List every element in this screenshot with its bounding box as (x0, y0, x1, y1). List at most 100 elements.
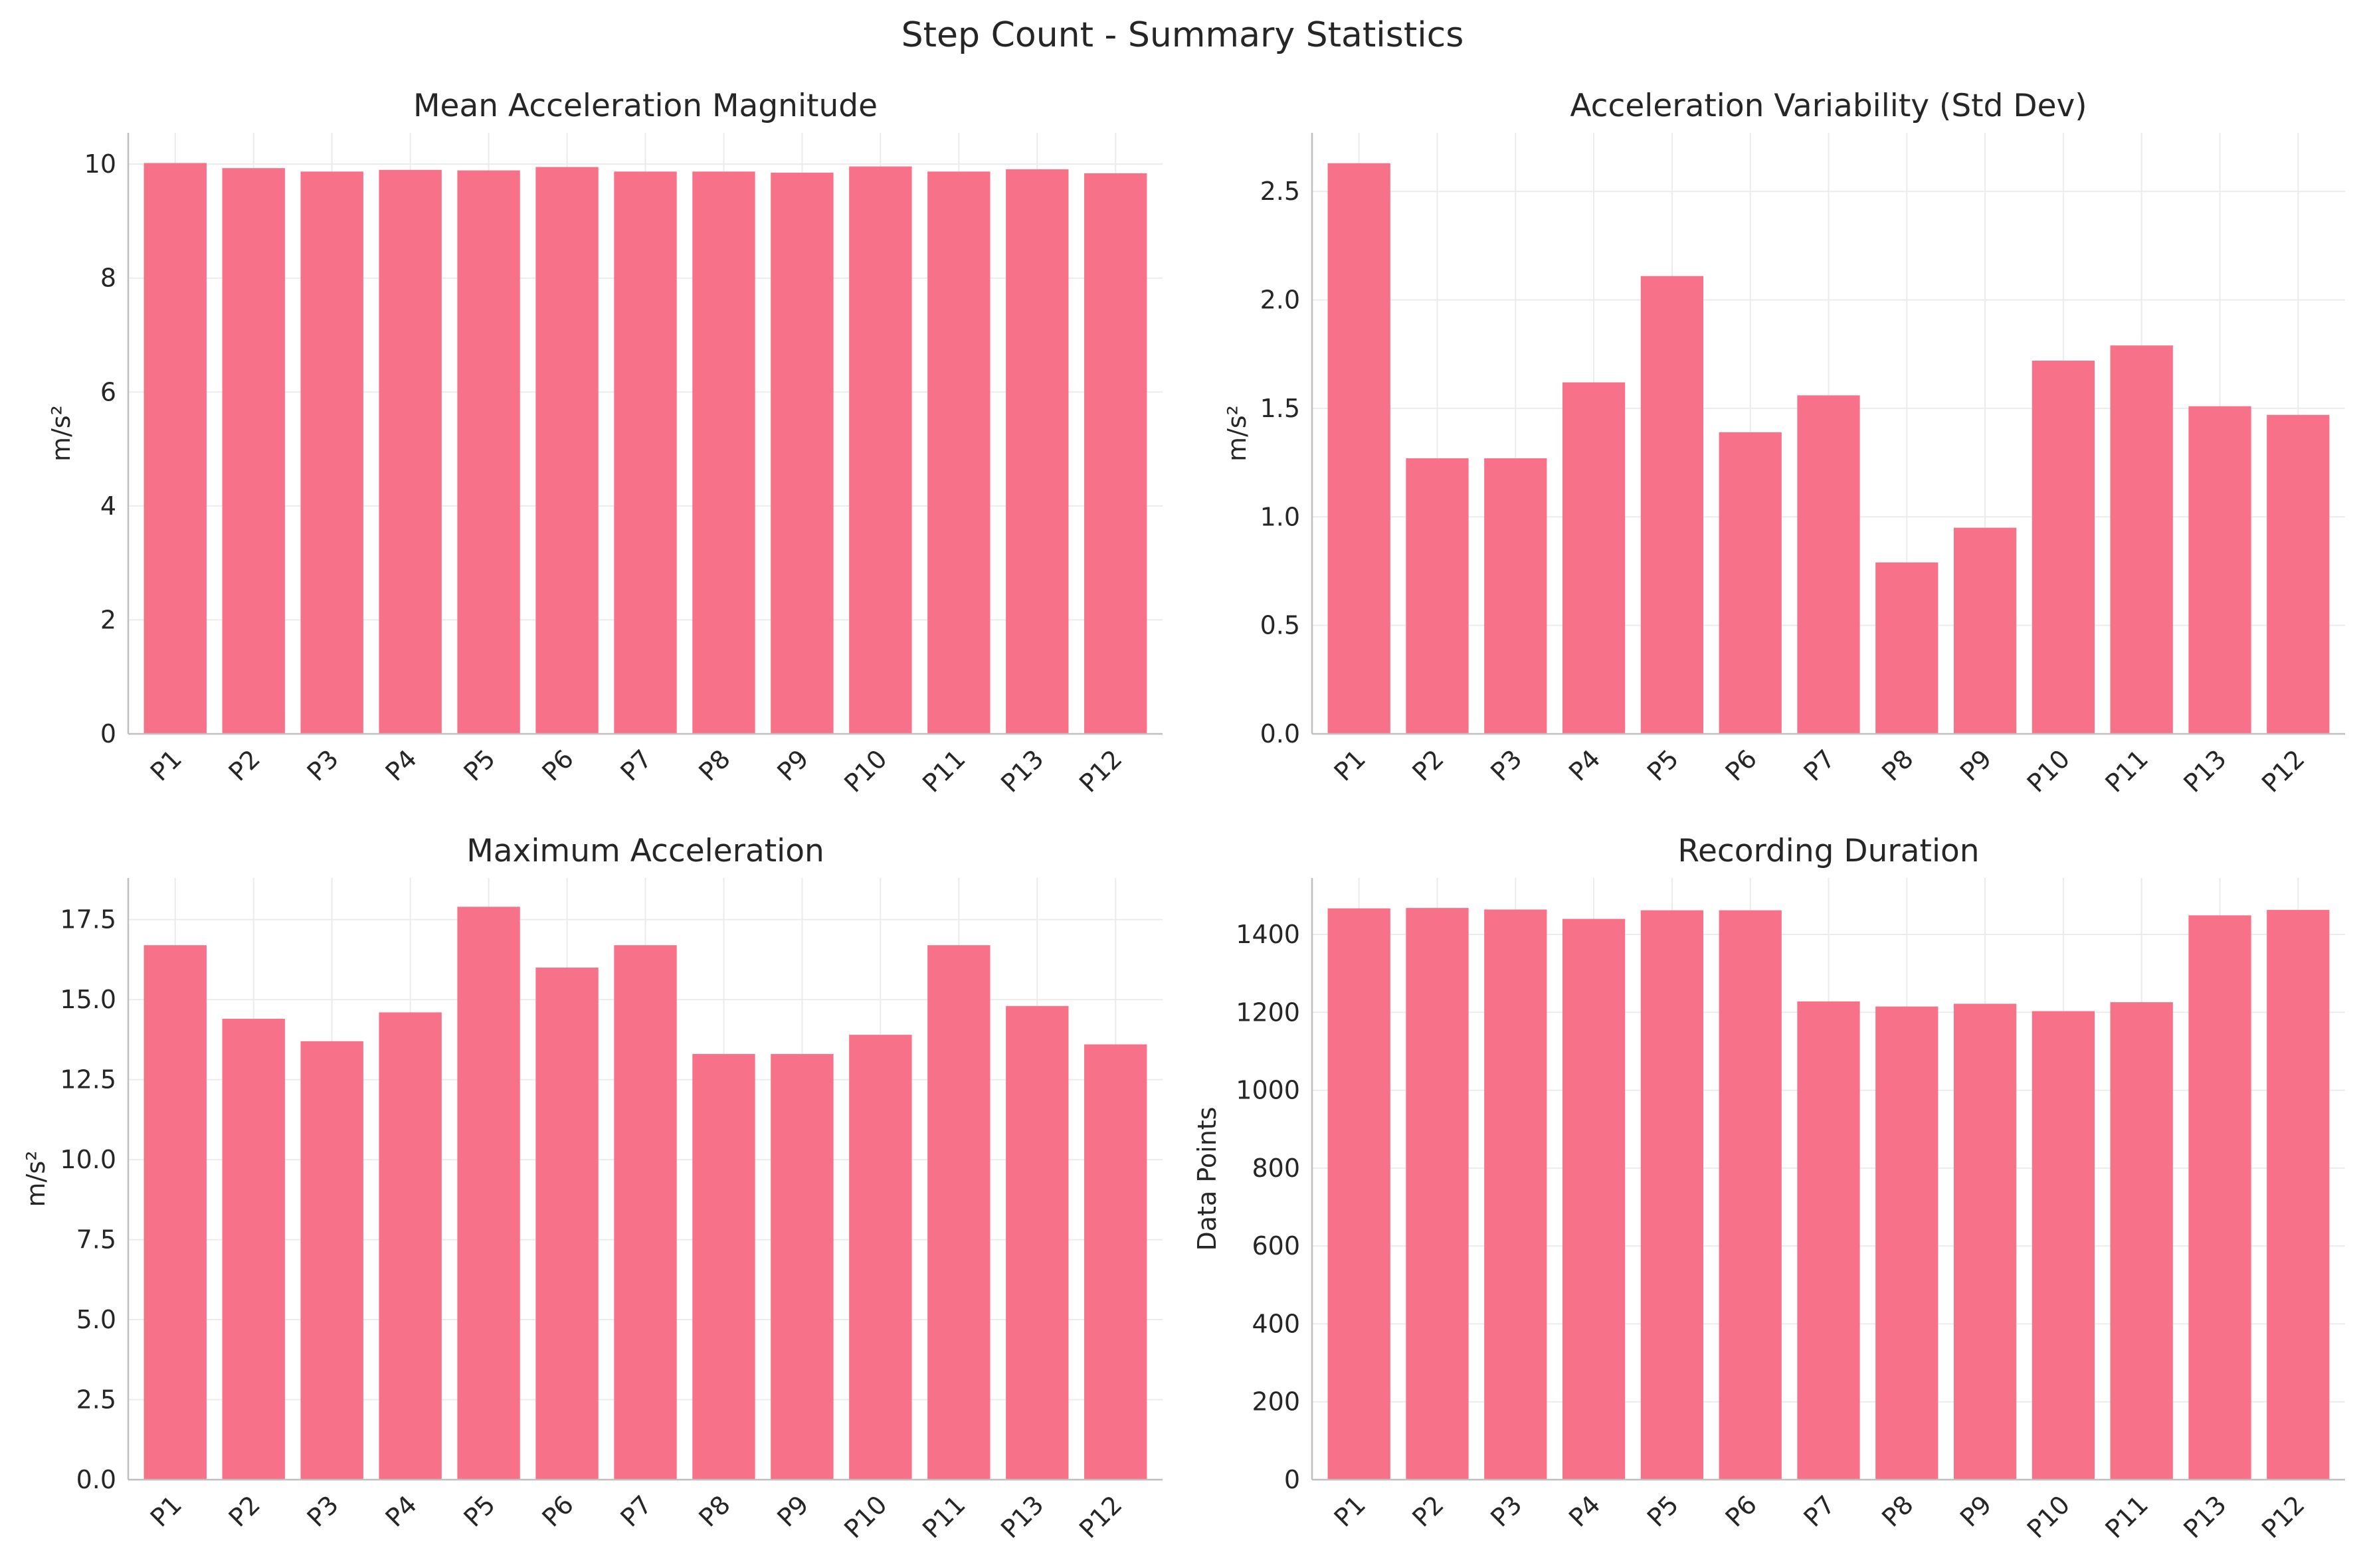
bar-p3 (1484, 909, 1547, 1480)
x-tick-label: P11 (2100, 744, 2154, 798)
y-tick-label: 17.5 (60, 905, 116, 934)
panel-recording-duration: 0 200 400 600 800 1000 1200 1400 P1 P2 P3 P4 P5 P6 P7 P… (1192, 833, 2345, 1544)
bar-p9 (771, 173, 834, 735)
bar-p8 (1875, 1006, 1939, 1480)
bar-p8 (1875, 562, 1939, 734)
x-tick-label: P4 (1563, 1490, 1606, 1532)
figure-title: Step Count - Summary Statistics (901, 15, 1464, 55)
x-tick-label: P13 (995, 744, 1050, 798)
y-tick-label: 0.5 (1260, 611, 1300, 640)
y-axis-label: Data Points (1192, 1107, 1222, 1251)
x-tick-label: P8 (1876, 744, 1919, 786)
bar-p2 (1406, 458, 1469, 734)
bar-p12 (1084, 1044, 1147, 1480)
y-tick-label: 2.5 (1260, 177, 1300, 206)
x-tick-label: P12 (2256, 744, 2311, 798)
y-tick-label: 2.5 (76, 1385, 116, 1415)
x-tick-label: P8 (693, 1490, 735, 1532)
bar-p4 (1562, 918, 1626, 1480)
bar-p8 (692, 1054, 755, 1480)
x-tick-label: P1 (1329, 1490, 1371, 1532)
y-axis-label: m/s² (21, 1151, 50, 1207)
bar-p2 (222, 1019, 285, 1480)
x-tick-label: P1 (1329, 744, 1371, 786)
x-tick-label: P5 (1642, 1490, 1684, 1532)
bar-p7 (614, 171, 677, 734)
bar-p7 (1797, 1001, 1860, 1480)
y-tick-label: 15.0 (60, 985, 116, 1014)
panel-maximum-acceleration: 0.0 2.5 5.0 7.5 10.0 12.5 15.0 17.5 P1 P2 P3 P4 P5 P6… (21, 833, 1163, 1544)
panel-title: Recording Duration (1677, 833, 1979, 869)
bar-p9 (1953, 527, 2017, 734)
bar-p4 (1562, 382, 1626, 734)
y-tick-label: 7.5 (76, 1225, 116, 1255)
bar-p3 (300, 1041, 363, 1480)
bar-p2 (1406, 908, 1469, 1480)
bar-p12 (2267, 910, 2330, 1480)
x-tick-label: P10 (2022, 1490, 2076, 1544)
bar-p3 (300, 171, 363, 734)
bar-p9 (771, 1054, 834, 1480)
bar-p4 (379, 1012, 442, 1480)
x-tick-label: P12 (2256, 1490, 2311, 1544)
x-tick-label: P3 (302, 1490, 344, 1532)
y-tick-label: 1.5 (1260, 394, 1300, 423)
bar-p10 (849, 1035, 912, 1480)
bar-p12 (1084, 173, 1147, 734)
bar-p10 (2032, 1011, 2095, 1480)
y-tick-label: 1200 (1236, 998, 1300, 1027)
y-tick-label: 0 (1284, 1465, 1300, 1494)
x-tick-label: P3 (302, 744, 344, 786)
x-tick-label: P1 (145, 1490, 187, 1532)
x-tick-label: P8 (693, 744, 735, 786)
bar-p1 (1327, 908, 1390, 1480)
y-tick-label: 1000 (1236, 1076, 1300, 1105)
x-tick-label: P7 (1798, 744, 1840, 786)
y-tick-label: 400 (1252, 1309, 1300, 1338)
y-axis-label: m/s² (1222, 405, 1252, 462)
bar-p11 (927, 945, 991, 1480)
x-tick-label: P11 (917, 744, 971, 798)
bar-p1 (143, 945, 207, 1480)
bar-p5 (457, 170, 520, 735)
x-tick-label: P12 (1074, 1490, 1128, 1544)
x-tick-label: P5 (458, 1490, 501, 1532)
y-tick-label: 2.0 (1260, 286, 1300, 315)
bar-p7 (1797, 395, 1860, 734)
x-tick-label: P6 (536, 1490, 579, 1532)
bar-p13 (2188, 406, 2251, 734)
bar-p10 (849, 166, 912, 734)
y-tick-label: 800 (1252, 1154, 1300, 1183)
panel-title: Maximum Acceleration (466, 833, 824, 869)
y-tick-label: 200 (1252, 1387, 1300, 1417)
panel-mean-acceleration: 0 2 4 6 8 10 P1 P2 P3 P4 P5 P6 P7 P8 P9 P10 P11 P13 P12 Mea… (47, 88, 1163, 798)
x-tick-label: P7 (1798, 1490, 1840, 1532)
y-tick-label: 2 (100, 605, 116, 634)
panel-title: Acceleration Variability (Std Dev) (1570, 88, 2087, 124)
bar-p8 (692, 171, 755, 734)
x-tick-label: P11 (917, 1490, 971, 1544)
bar-p13 (2188, 915, 2251, 1480)
bar-p3 (1484, 458, 1547, 734)
x-tick-label: P12 (1074, 744, 1128, 798)
y-tick-label: 0.0 (76, 1465, 116, 1494)
x-tick-label: P13 (2178, 1490, 2232, 1544)
y-tick-label: 4 (100, 491, 116, 521)
x-tick-label: P1 (145, 744, 187, 786)
y-tick-label: 10.0 (60, 1145, 116, 1174)
bar-p9 (1953, 1003, 2017, 1480)
x-tick-label: P11 (2100, 1490, 2154, 1544)
x-tick-label: P5 (458, 744, 501, 786)
y-tick-label: 12.5 (60, 1065, 116, 1094)
x-tick-label: P3 (1485, 744, 1527, 786)
y-tick-label: 6 (100, 377, 116, 406)
x-tick-label: P9 (1954, 1490, 1997, 1532)
y-axis-label: m/s² (47, 405, 76, 462)
x-tick-label: P6 (1720, 1490, 1762, 1532)
x-tick-label: P6 (1720, 744, 1762, 786)
panel-title: Mean Acceleration Magnitude (413, 88, 878, 124)
x-tick-label: P5 (1642, 744, 1684, 786)
x-tick-label: P3 (1485, 1490, 1527, 1532)
bar-p5 (1640, 910, 1704, 1480)
panel-acceleration-variability: 0.0 0.5 1.0 1.5 2.0 2.5 P1 P2 P3 P4 P5 P6 P7 P8 P9 P10 P… (1222, 88, 2345, 798)
